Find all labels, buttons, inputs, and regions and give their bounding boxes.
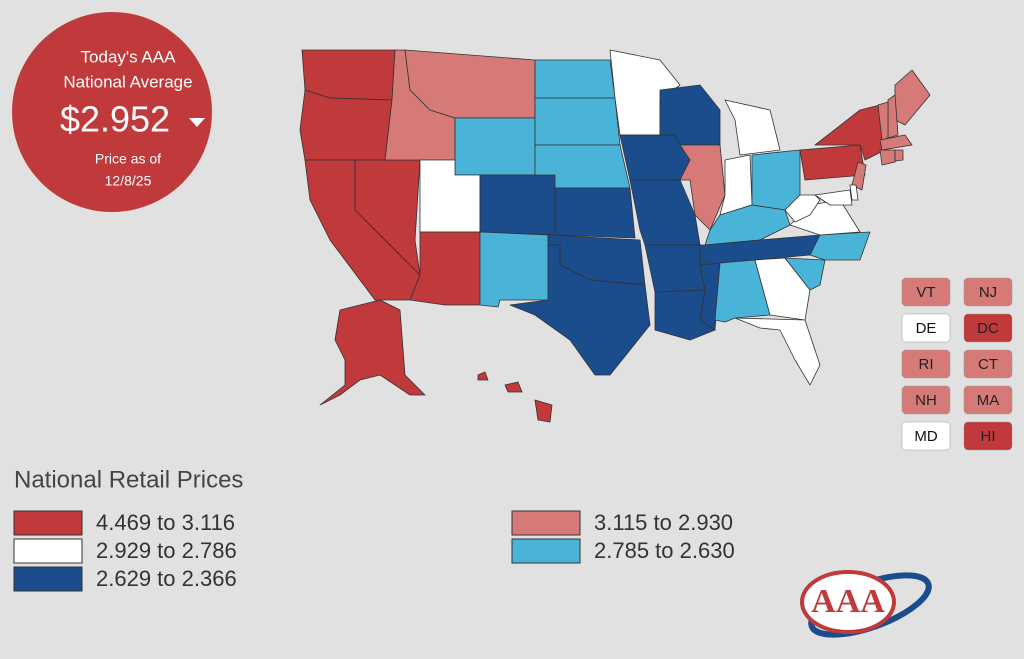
state-box-label: NJ (979, 284, 997, 301)
logo-oval (800, 570, 896, 634)
state-box-label: DC (977, 320, 999, 337)
state-box (963, 385, 1013, 415)
state (734, 317, 821, 386)
legend-swatch (13, 510, 83, 536)
legend-swatch (511, 538, 581, 564)
state (851, 161, 867, 191)
state-box-label: NH (915, 392, 937, 409)
state (319, 299, 426, 406)
state-box-label: CT (978, 356, 998, 373)
state (534, 97, 621, 146)
state (679, 144, 726, 231)
state (299, 89, 393, 161)
us-map (299, 49, 931, 423)
down-arrow (189, 118, 205, 127)
state (754, 257, 811, 321)
state (454, 117, 536, 176)
legend-swatch (13, 566, 83, 592)
legend-label: 2.785 to 2.630 (594, 538, 735, 563)
state (799, 144, 866, 181)
state (504, 381, 523, 393)
state (479, 174, 556, 236)
legend-title: National Retail Prices (14, 466, 243, 493)
legend-label: 2.629 to 2.366 (96, 566, 237, 591)
state (814, 189, 853, 206)
state (534, 59, 616, 99)
state (534, 399, 553, 423)
state (784, 257, 826, 291)
state (301, 49, 396, 101)
legend: 4.469 to 3.116 2.929 to 2.786 2.629 to 2.3… (13, 510, 735, 592)
state (479, 231, 549, 308)
state (784, 194, 821, 223)
state (879, 134, 913, 151)
state-box (963, 421, 1013, 451)
state-box-label: MA (977, 392, 1000, 409)
state (554, 187, 636, 239)
state-box-label: RI (919, 356, 934, 373)
state-box-label: HI (981, 428, 996, 445)
state-box (963, 349, 1013, 379)
state (409, 231, 481, 306)
state (699, 262, 721, 331)
legend-label: 2.929 to 2.786 (96, 538, 237, 563)
logo-text: AAA (811, 583, 885, 620)
badge-date: 12/8/25 (105, 173, 152, 189)
state (809, 231, 871, 261)
state (719, 154, 753, 216)
state-box (963, 313, 1013, 343)
legend-label: 3.115 to 2.930 (594, 510, 733, 535)
small-states: VT NJ DE DC RI CT NH MA MD HI (901, 277, 1013, 451)
state-box (901, 277, 951, 307)
badge-line: National Average (63, 72, 192, 91)
state (644, 244, 706, 293)
state (751, 149, 801, 211)
aaa-logo: AAA (800, 570, 932, 638)
badge-date-label: Price as of (95, 151, 161, 167)
state (509, 244, 651, 376)
state (849, 184, 859, 201)
price-badge (12, 12, 212, 212)
legend-swatch (13, 538, 83, 564)
legend-swatch (511, 510, 581, 536)
state (477, 371, 489, 381)
state-box (901, 385, 951, 415)
state (879, 149, 896, 166)
state-box-label: MD (914, 428, 937, 445)
state-box-label: VT (916, 284, 935, 301)
badge-price: $2.952 (60, 99, 170, 140)
legend-label: 4.469 to 3.116 (96, 510, 235, 535)
state-box (901, 313, 951, 343)
state (894, 149, 904, 162)
state-box (901, 421, 951, 451)
state (724, 99, 781, 156)
badge-line: Today's AAA (81, 47, 177, 66)
state-box (963, 277, 1013, 307)
state-box-label: DE (916, 320, 937, 337)
state-box (901, 349, 951, 379)
